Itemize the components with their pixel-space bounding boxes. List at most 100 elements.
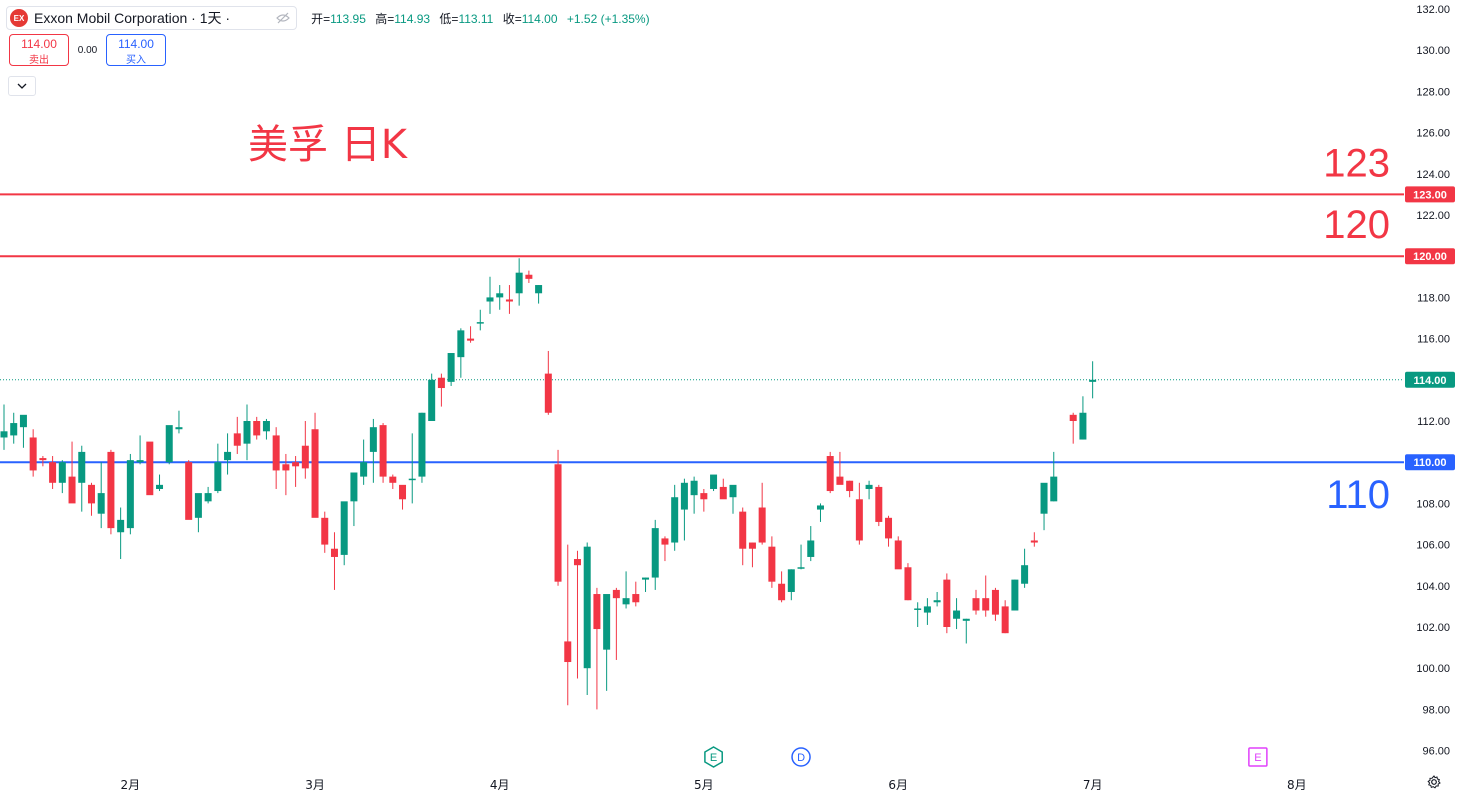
candle[interactable]	[544, 350, 552, 415]
candle[interactable]	[165, 425, 173, 465]
candle[interactable]	[671, 484, 679, 551]
candle[interactable]	[68, 441, 76, 504]
candle[interactable]	[457, 328, 465, 378]
candle[interactable]	[826, 451, 834, 494]
candle[interactable]	[1089, 361, 1097, 399]
candle[interactable]	[1001, 600, 1009, 634]
candle[interactable]	[204, 486, 212, 504]
candle[interactable]	[700, 488, 708, 512]
candle[interactable]	[1040, 482, 1048, 531]
candle[interactable]	[233, 416, 241, 454]
settings-button[interactable]	[1424, 774, 1444, 794]
event-marker-E[interactable]: E	[704, 746, 723, 768]
candle[interactable]	[369, 418, 377, 483]
candle[interactable]	[875, 484, 883, 527]
candle[interactable]	[350, 472, 358, 527]
candle[interactable]	[311, 412, 319, 518]
buy-button[interactable]: 114.00 买入	[106, 34, 166, 66]
candle[interactable]	[29, 429, 37, 477]
candle[interactable]	[19, 414, 27, 448]
candle[interactable]	[476, 309, 484, 331]
candle[interactable]	[107, 449, 115, 535]
candle[interactable]	[272, 427, 280, 489]
candle[interactable]	[816, 503, 824, 522]
candle[interactable]	[447, 353, 455, 386]
candle[interactable]	[301, 421, 309, 479]
candle[interactable]	[1050, 451, 1058, 502]
candle[interactable]	[146, 441, 154, 496]
candle[interactable]	[719, 478, 727, 500]
candle[interactable]	[49, 456, 57, 489]
candle[interactable]	[894, 536, 902, 570]
candle[interactable]	[651, 519, 659, 590]
candle[interactable]	[943, 573, 951, 634]
candle[interactable]	[360, 439, 368, 485]
candle[interactable]	[515, 258, 523, 306]
candle[interactable]	[505, 285, 513, 314]
candle[interactable]	[428, 373, 436, 421]
symbol-box[interactable]: EX Exxon Mobil Corporation · 1天 ·	[6, 6, 298, 30]
candle[interactable]	[340, 501, 348, 566]
candle[interactable]	[214, 443, 222, 494]
candle[interactable]	[787, 569, 795, 601]
candle[interactable]	[923, 598, 931, 625]
candle[interactable]	[0, 404, 8, 450]
candle[interactable]	[224, 433, 232, 475]
candle[interactable]	[1011, 579, 1019, 611]
candle[interactable]	[855, 482, 863, 545]
candle[interactable]	[78, 445, 86, 512]
candle[interactable]	[622, 571, 630, 609]
candle[interactable]	[748, 542, 756, 568]
candle[interactable]	[729, 484, 737, 514]
candle[interactable]	[175, 410, 183, 434]
candle[interactable]	[10, 412, 18, 444]
candle[interactable]	[535, 285, 543, 304]
candle[interactable]	[778, 571, 786, 603]
candle[interactable]	[117, 507, 125, 560]
candle[interactable]	[642, 577, 650, 592]
candle[interactable]	[379, 423, 387, 483]
candle[interactable]	[904, 563, 912, 601]
eye-off-icon[interactable]	[276, 12, 290, 24]
candle[interactable]	[661, 536, 669, 562]
candle[interactable]	[612, 587, 620, 660]
candle[interactable]	[710, 474, 718, 492]
candle[interactable]	[97, 462, 105, 529]
candle[interactable]	[126, 453, 134, 535]
candle[interactable]	[603, 594, 611, 691]
candle[interactable]	[39, 456, 47, 467]
candle[interactable]	[418, 412, 426, 483]
candle[interactable]	[525, 270, 533, 283]
candle[interactable]	[1079, 396, 1087, 440]
candle[interactable]	[58, 460, 66, 494]
candle[interactable]	[321, 511, 329, 553]
candle[interactable]	[330, 532, 338, 590]
candle[interactable]	[593, 587, 601, 710]
candle[interactable]	[194, 493, 202, 533]
candle[interactable]	[1030, 532, 1038, 547]
candle[interactable]	[768, 536, 776, 588]
candle[interactable]	[437, 373, 445, 407]
candle[interactable]	[953, 598, 961, 630]
candle[interactable]	[632, 581, 640, 607]
candle[interactable]	[885, 515, 893, 547]
event-marker-D[interactable]: D	[791, 747, 811, 767]
candle[interactable]	[797, 544, 805, 570]
candle[interactable]	[991, 587, 999, 621]
candle[interactable]	[467, 326, 475, 343]
candle[interactable]	[1069, 412, 1077, 444]
candle[interactable]	[680, 478, 688, 541]
candle[interactable]	[564, 544, 572, 706]
candle[interactable]	[865, 480, 873, 500]
candle[interactable]	[292, 456, 300, 487]
candle[interactable]	[807, 526, 815, 562]
candle[interactable]	[690, 476, 698, 514]
candle[interactable]	[389, 474, 397, 489]
candle[interactable]	[486, 276, 494, 314]
candle[interactable]	[836, 451, 844, 485]
collapse-button[interactable]	[8, 76, 36, 96]
candle[interactable]	[583, 542, 591, 695]
candle[interactable]	[136, 435, 144, 465]
candle[interactable]	[243, 404, 251, 461]
